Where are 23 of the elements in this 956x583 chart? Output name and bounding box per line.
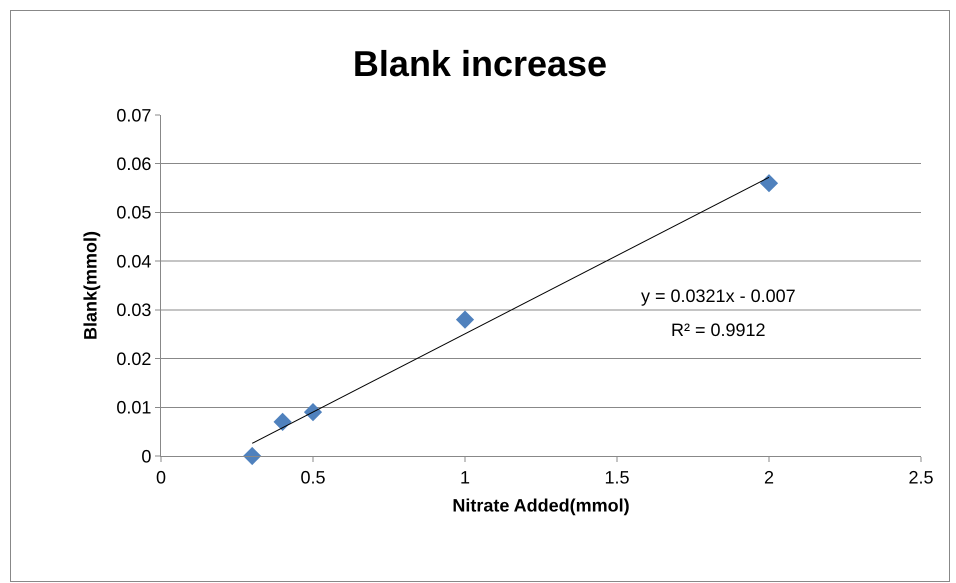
x-tick-label: 2.5 bbox=[908, 468, 934, 488]
x-tick-label: 1 bbox=[460, 468, 470, 488]
x-axis-title: Nitrate Added(mmol) bbox=[452, 496, 630, 516]
annotation: R² = 0.9912 bbox=[671, 320, 766, 340]
point bbox=[760, 174, 778, 192]
y-tick-label: 0.02 bbox=[116, 348, 152, 369]
y-tick-label: 0.04 bbox=[116, 251, 152, 272]
y-tick-label: 0.07 bbox=[116, 105, 152, 126]
y-tick-label: 0 bbox=[141, 446, 152, 466]
x-tick-label: 0 bbox=[156, 468, 166, 488]
point bbox=[274, 412, 292, 431]
y-axis-title: Blank(mmol) bbox=[80, 230, 101, 340]
y-tick-label: 0.05 bbox=[116, 202, 152, 223]
y-tick-label: 0.06 bbox=[116, 154, 152, 174]
x-tick-label: 2 bbox=[764, 468, 774, 488]
y-tick-label: 0.01 bbox=[116, 398, 152, 418]
point bbox=[456, 310, 474, 329]
chart-title: Blank increase bbox=[352, 43, 608, 84]
point bbox=[304, 403, 322, 422]
y-tick-label: 0.03 bbox=[116, 300, 152, 320]
annotation: y = 0.0321x - 0.007 bbox=[641, 286, 796, 306]
x-tick-label: 1.5 bbox=[604, 468, 630, 488]
x-tick-label: 0.5 bbox=[300, 468, 326, 488]
